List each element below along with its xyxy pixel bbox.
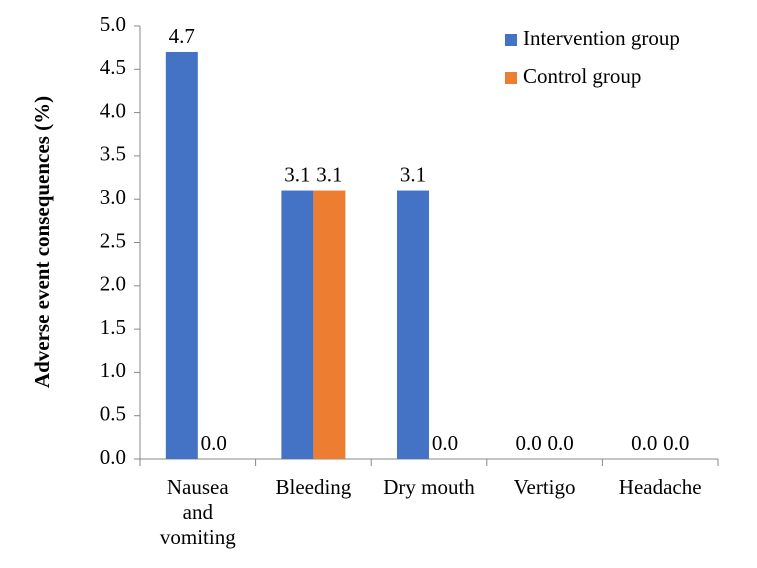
value-label: 0.0 [547, 431, 573, 455]
x-tick-label: Vertigo [514, 475, 576, 499]
y-tick-label: 0.0 [100, 445, 126, 469]
x-tick-label: Bleeding [275, 475, 351, 499]
y-tick-label: 3.0 [100, 185, 126, 209]
value-label: 3.1 [284, 162, 310, 186]
value-label: 0.0 [631, 431, 657, 455]
y-tick-label: 2.5 [100, 228, 126, 252]
value-label: 4.7 [169, 24, 195, 48]
value-label: 0.0 [201, 431, 227, 455]
value-label: 3.1 [400, 162, 426, 186]
y-tick-label: 2.0 [100, 272, 126, 296]
y-tick-label: 4.0 [100, 98, 126, 122]
legend-label: Intervention group [523, 26, 680, 50]
bar [281, 190, 314, 460]
y-tick-label: 1.0 [100, 358, 126, 382]
value-label: 3.1 [316, 162, 342, 186]
legend-swatch [505, 34, 517, 46]
bar [165, 51, 198, 459]
x-tick-label: Nausea and vomiting [160, 475, 236, 549]
y-tick-label: 1.5 [100, 315, 126, 339]
x-tick-label: Headache [619, 475, 702, 499]
legend-label: Control group [523, 64, 641, 88]
y-tick-label: 0.5 [100, 402, 126, 426]
value-label: 0.0 [515, 431, 541, 455]
y-axis-title: Adverse event consequences (%) [30, 96, 54, 388]
bar [313, 190, 346, 460]
y-tick-label: 4.5 [100, 55, 126, 79]
y-tick-label: 3.5 [100, 142, 126, 166]
value-label: 0.0 [663, 431, 689, 455]
legend-swatch [505, 72, 517, 84]
y-tick-label: 5.0 [100, 12, 126, 36]
x-tick-label: Dry mouth [383, 475, 475, 499]
value-label: 0.0 [432, 431, 458, 455]
bar [397, 190, 429, 460]
